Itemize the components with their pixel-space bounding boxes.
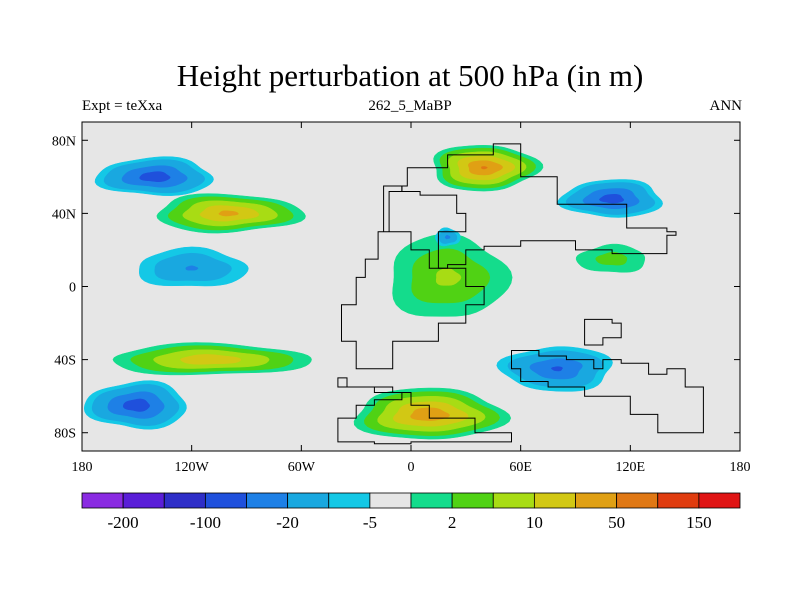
colorbar-box-14 xyxy=(657,492,700,509)
colorbar-box-8 xyxy=(410,492,453,509)
colorbar-label-0: -200 xyxy=(108,513,139,532)
colorbar-box-1 xyxy=(122,492,165,509)
colorbar-label-7: 150 xyxy=(686,513,712,532)
colorbar-box-3 xyxy=(204,492,247,509)
landmass-eastern-island xyxy=(584,318,622,346)
y-tick-label-0: 80N xyxy=(52,134,76,149)
contour-asian-low-neg60 xyxy=(599,194,625,204)
y-axis: 80N 40N 0 40S 80S xyxy=(52,134,740,442)
y-tick-label-3: 40S xyxy=(54,354,76,369)
landmass-southern-subcontinent xyxy=(511,350,704,434)
contour-mediterranean-low-neg30 xyxy=(444,235,451,240)
colorbar-box-0 xyxy=(81,492,124,509)
contour-eastern-pacific-low-neg30 xyxy=(185,265,199,271)
x-tick-label-3: 0 xyxy=(408,460,415,475)
colorbar-box-12 xyxy=(575,492,618,509)
run-label: 262_5_MaBP xyxy=(368,98,452,114)
colorbar-label-6: 50 xyxy=(608,513,625,532)
continent-outlines xyxy=(337,143,704,445)
x-tick-label-0: 180 xyxy=(72,460,93,475)
contour-north-pacific-low-neg60 xyxy=(139,171,171,182)
contour-antarctic-high-60 xyxy=(410,407,450,421)
contour-north-america-high-60 xyxy=(218,210,239,217)
height-field xyxy=(83,145,663,440)
colorbar-label-1: -100 xyxy=(190,513,221,532)
colorbar-box-10 xyxy=(492,492,535,509)
contour-southern-pacific-high-35 xyxy=(180,354,242,365)
colorbar-box-9 xyxy=(451,492,494,509)
y-tick-label-2: 0 xyxy=(69,281,76,296)
experiment-label: Expt = teXxa xyxy=(82,98,163,114)
colorbar-box-7 xyxy=(369,492,412,509)
colorbar: -200 -100 -20 -5 2 10 50 150 xyxy=(81,492,741,532)
x-tick-label-5: 120E xyxy=(616,460,646,475)
colorbar-label-5: 10 xyxy=(526,513,543,532)
contour-arctic-high-100 xyxy=(481,166,488,170)
landmass-supercontinent-central xyxy=(341,185,485,370)
colorbar-box-5 xyxy=(287,492,330,509)
colorbar-label-3: -5 xyxy=(363,513,377,532)
landmass-supercontinent-north xyxy=(401,143,677,269)
x-axis: 180 120W 60W 0 60E 120E 180 xyxy=(72,122,751,475)
colorbar-box-11 xyxy=(533,492,576,509)
x-tick-label-1: 120W xyxy=(175,460,210,475)
colorbar-label-2: -20 xyxy=(276,513,299,532)
y-tick-label-4: 80S xyxy=(54,427,76,442)
colorbar-box-15 xyxy=(698,492,741,509)
landmass-supercontinent-south xyxy=(337,377,512,445)
chart-title: Height perturbation at 500 hPa (in m) xyxy=(176,58,644,93)
x-tick-label-2: 60W xyxy=(288,460,316,475)
y-tick-label-1: 40N xyxy=(52,207,76,222)
contour-tropical-ridge-18 xyxy=(435,268,462,286)
contour-indian-ocean-low-neg60 xyxy=(551,366,563,372)
season-label: ANN xyxy=(709,98,743,114)
colorbar-box-6 xyxy=(328,492,371,509)
x-tick-label-4: 60E xyxy=(509,460,532,475)
x-tick-label-6: 180 xyxy=(730,460,751,475)
contour-south-pacific-low-neg60 xyxy=(122,398,150,412)
colorbar-box-2 xyxy=(163,492,206,509)
colorbar-box-13 xyxy=(616,492,659,509)
colorbar-box-4 xyxy=(246,492,289,509)
colorbar-label-4: 2 xyxy=(448,513,457,532)
